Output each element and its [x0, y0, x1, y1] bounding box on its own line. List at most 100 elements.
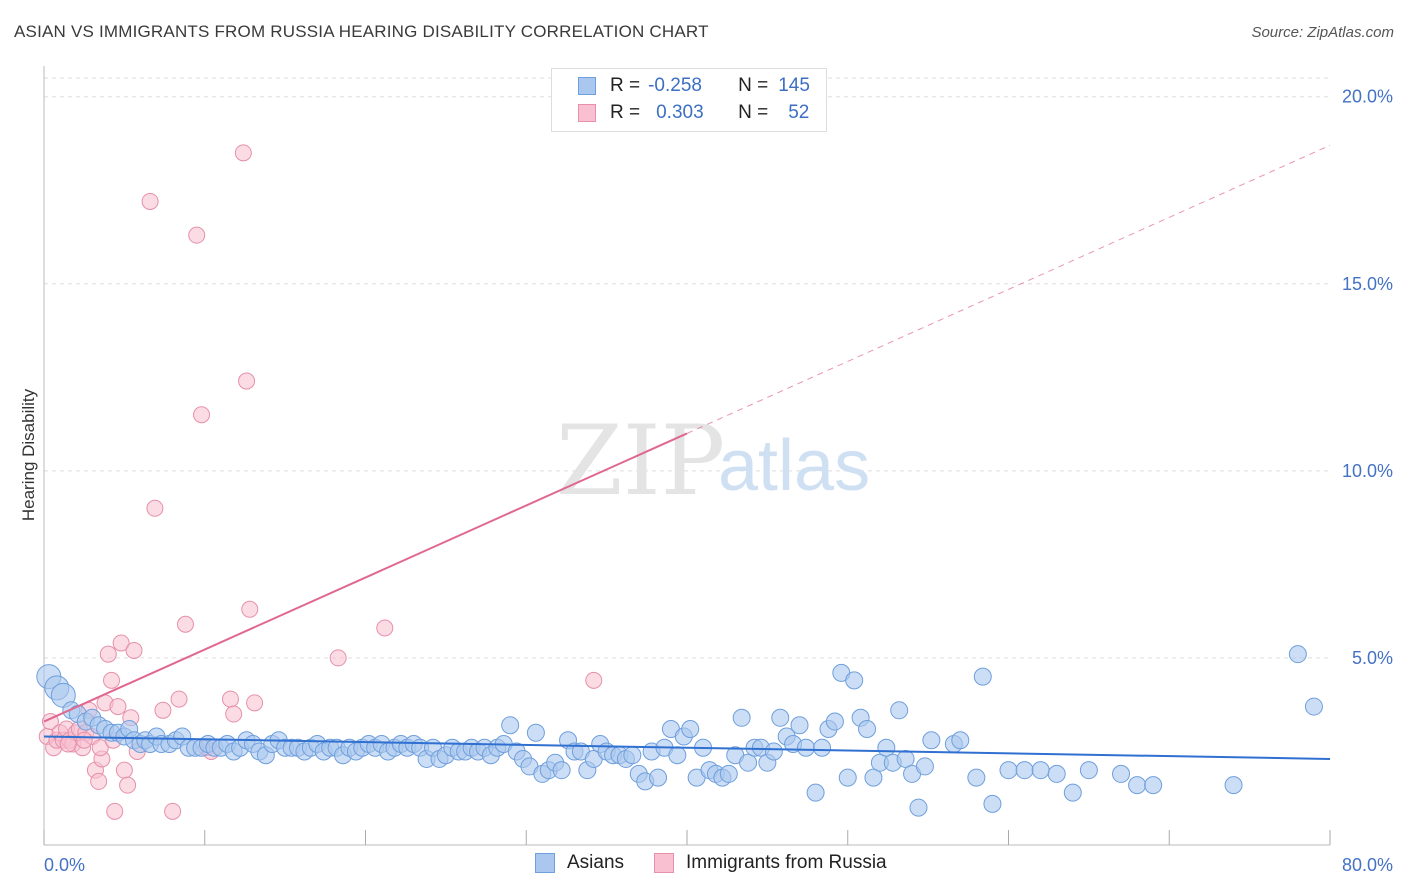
asians-swatch [535, 853, 555, 873]
asian-point [845, 671, 864, 690]
russia-point [119, 776, 137, 794]
asian-point [967, 768, 986, 787]
asian-point [896, 749, 915, 768]
russia-point [376, 619, 394, 637]
russia-point [585, 671, 603, 689]
russia-point [188, 226, 206, 244]
grid-lines [44, 77, 1330, 659]
russia-point [109, 698, 127, 716]
asian-point [668, 746, 687, 765]
russia-point [193, 406, 211, 424]
asian-point [983, 794, 1002, 813]
x-tick-label: 0.0% [44, 855, 85, 875]
asian-point [999, 761, 1018, 780]
legend-r-value: -0.258 [648, 75, 702, 96]
russia-point [146, 499, 164, 517]
asian-point [877, 738, 896, 757]
bottom-legend: Asians Immigrants from Russia [535, 852, 917, 874]
russia-swatch [578, 104, 596, 122]
bottom-legend-russia-label: Immigrants from Russia [686, 852, 887, 873]
asian-point [973, 667, 992, 686]
y-axis-label: Hearing Disability [19, 388, 38, 521]
asian-point [1063, 783, 1082, 802]
asian-trend-line [43, 735, 1331, 760]
legend-row-russia: R = 0.303 N = 52 [578, 100, 809, 126]
asian-point [858, 720, 877, 739]
asian-point [1224, 776, 1243, 795]
asian-point [1047, 764, 1066, 783]
legend-n-label: N = [738, 75, 769, 96]
asian-point [813, 738, 832, 757]
asian-point [915, 757, 934, 776]
asian-point [764, 742, 783, 761]
russia-point [164, 802, 182, 820]
asian-point [1144, 776, 1163, 795]
axes [43, 66, 1331, 846]
legend-r-label: R = [610, 102, 641, 123]
russia-trend-extension [686, 144, 1331, 434]
russia-point [90, 772, 108, 790]
russia-point [329, 649, 347, 667]
asian-point [909, 798, 928, 817]
legend-n-label: N = [738, 102, 769, 123]
russia-point [170, 690, 188, 708]
watermark-zip: ZIP [556, 405, 725, 517]
trend-lines [43, 144, 1331, 760]
asian-point [1112, 764, 1131, 783]
bottom-legend-russia: Immigrants from Russia [654, 852, 887, 874]
asian-point [526, 723, 545, 742]
watermark-atlas: atlas [718, 426, 870, 506]
y-tick-label: 5.0% [1352, 648, 1393, 668]
russia-point [176, 615, 194, 633]
asian-point [623, 746, 642, 765]
russia-point [154, 701, 172, 719]
asian-point [1079, 761, 1098, 780]
russia-point [115, 761, 133, 779]
asian-point [719, 764, 738, 783]
asian-point [649, 768, 668, 787]
asian-point [790, 716, 809, 735]
asian-point [501, 716, 520, 735]
legend-r-label: R = [610, 75, 641, 96]
russia-point [112, 634, 130, 652]
asian-point [1128, 776, 1147, 795]
y-tick-label: 10.0% [1342, 461, 1393, 481]
russia-point [246, 694, 264, 712]
russia-point [91, 739, 109, 757]
asian-point [771, 708, 790, 727]
chart-source: Source: ZipAtlas.com [1251, 24, 1394, 41]
bottom-legend-asians-label: Asians [567, 852, 625, 873]
russia-point [106, 802, 124, 820]
asian-point [1031, 761, 1050, 780]
asian-point [739, 753, 758, 772]
y-tick-label: 15.0% [1342, 274, 1393, 294]
y-tick-label: 20.0% [1342, 87, 1393, 107]
russia-point [225, 705, 243, 723]
asian-point [732, 708, 751, 727]
tick-labels: 5.0% 10.0% 15.0% 20.0% 0.0% 80.0% [44, 87, 1393, 875]
asian-point [951, 731, 970, 750]
asian-point [922, 731, 941, 750]
russia-point [75, 731, 93, 749]
asian-point [552, 761, 571, 780]
legend-n-value: 145 [778, 75, 810, 96]
russia-point [238, 372, 256, 390]
asian-point [890, 701, 909, 720]
x-tick-label: 80.0% [1342, 855, 1393, 875]
asian-point [864, 768, 883, 787]
russia-point [59, 735, 77, 753]
asian-point [1288, 645, 1307, 664]
legend-n-value: 52 [788, 102, 810, 123]
russia-point [221, 690, 239, 708]
legend-r-value: 0.303 [656, 102, 704, 123]
russia-point [103, 671, 121, 689]
russia-point [234, 144, 252, 162]
bottom-legend-asians: Asians [535, 852, 624, 874]
asians-swatch [578, 77, 596, 95]
asian-point [796, 738, 815, 757]
asian-point [825, 712, 844, 731]
russia-point [241, 600, 259, 618]
asian-point [1015, 761, 1034, 780]
russia-point [141, 192, 159, 210]
